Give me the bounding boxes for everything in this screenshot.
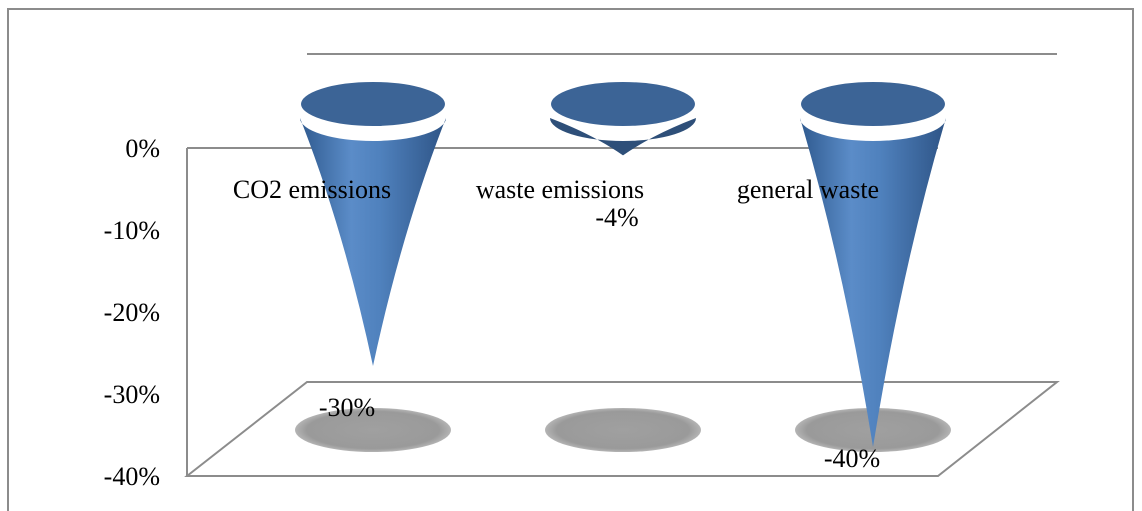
floor-plane (184, 381, 1060, 477)
category-label: waste emissions (476, 175, 644, 204)
y-tick-label: -30% (104, 380, 160, 409)
cone-top (549, 80, 697, 128)
cone-bar (799, 80, 947, 447)
cone-body (550, 118, 696, 156)
cone-shadow (295, 408, 451, 452)
y-tick-label: -20% (104, 298, 160, 327)
y-tick-label: -40% (104, 462, 160, 491)
cone-top (799, 80, 947, 128)
cone-bar (299, 80, 447, 366)
cone-body (300, 118, 446, 366)
y-tick-label: -10% (104, 216, 160, 245)
category-label: CO2 emissions (233, 175, 391, 204)
data-label: -40% (824, 444, 880, 473)
y-tick-label: 0% (125, 134, 160, 163)
chart-frame (7, 8, 1134, 511)
cone-shadow (545, 408, 701, 452)
cone-bar (549, 80, 697, 156)
cone-top (299, 80, 447, 128)
data-label: -30% (319, 393, 375, 422)
category-label: general waste (737, 175, 879, 204)
cone-body (800, 118, 946, 447)
data-label: -4% (595, 203, 638, 232)
